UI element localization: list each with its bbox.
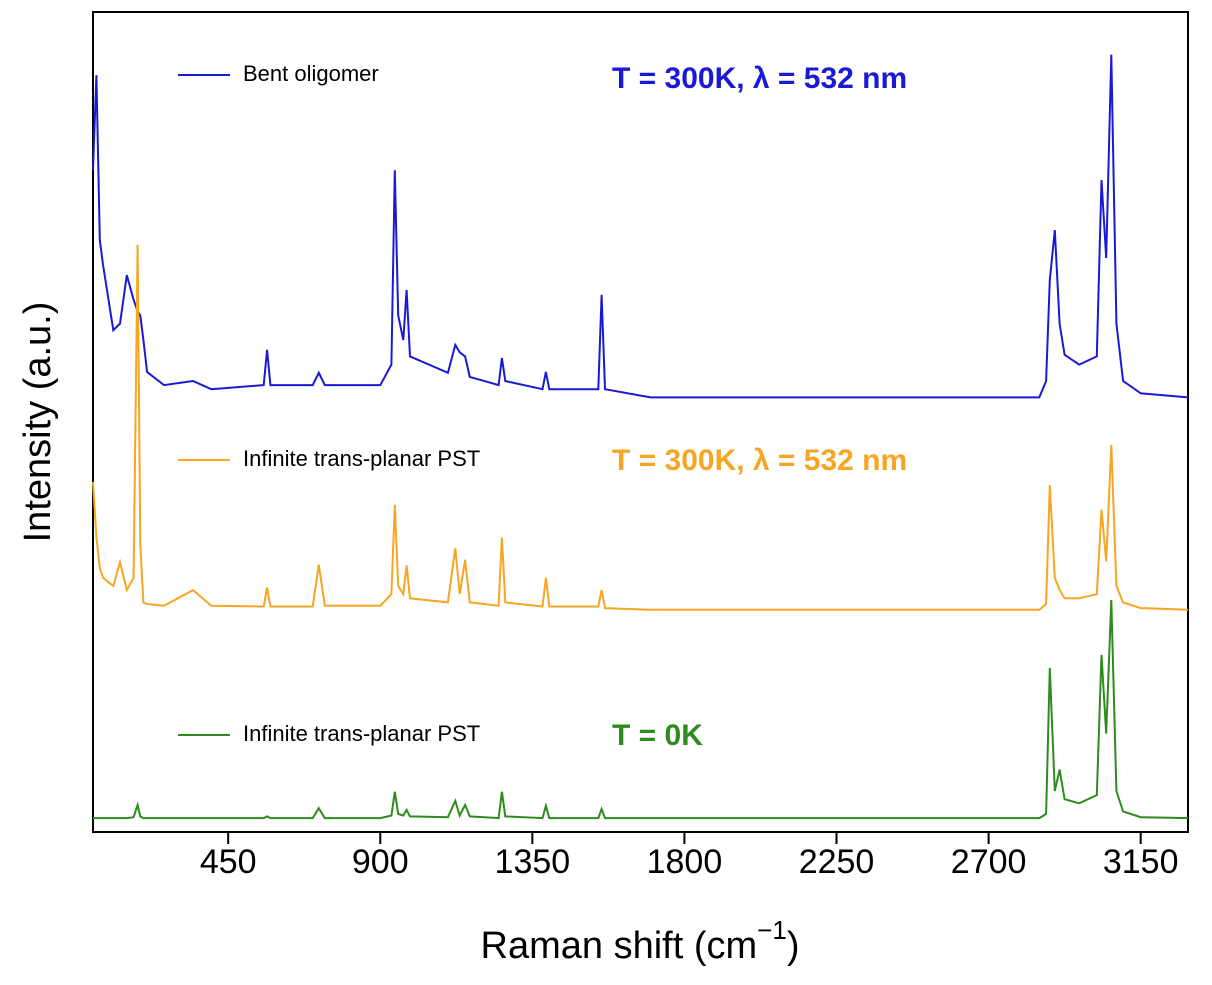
annotation: T = 0K: [612, 719, 703, 752]
annotation: T = 300K, λ = 532 nm: [612, 444, 907, 477]
spectrum-line: [93, 599, 1189, 820]
x-tick-label: 1800: [647, 843, 723, 881]
x-label-suffix: ): [787, 925, 800, 967]
x-label-superscript: −1: [757, 915, 787, 945]
x-tick-label: 3150: [1103, 843, 1179, 881]
x-tick-label: 2700: [951, 843, 1027, 881]
x-tick-label: 900: [352, 843, 409, 881]
legend-label: Infinite trans-planar PST: [243, 446, 480, 471]
spectrum-line: [92, 54, 1189, 399]
x-axis-label: Raman shift (cm−1): [481, 915, 800, 967]
x-tick-label: 1350: [495, 843, 571, 881]
spectrum-line: [92, 244, 1189, 611]
x-tick-label: 2250: [799, 843, 875, 881]
x-label-text: Raman shift (cm: [481, 925, 758, 967]
legend-label: Bent oligomer: [243, 61, 379, 86]
y-axis-label: Intensity (a.u.): [17, 302, 59, 543]
legend-label: Infinite trans-planar PST: [243, 721, 480, 746]
plot-frame: [92, 11, 1189, 833]
x-tick-label: 450: [200, 843, 257, 881]
annotation: T = 300K, λ = 532 nm: [612, 62, 907, 95]
